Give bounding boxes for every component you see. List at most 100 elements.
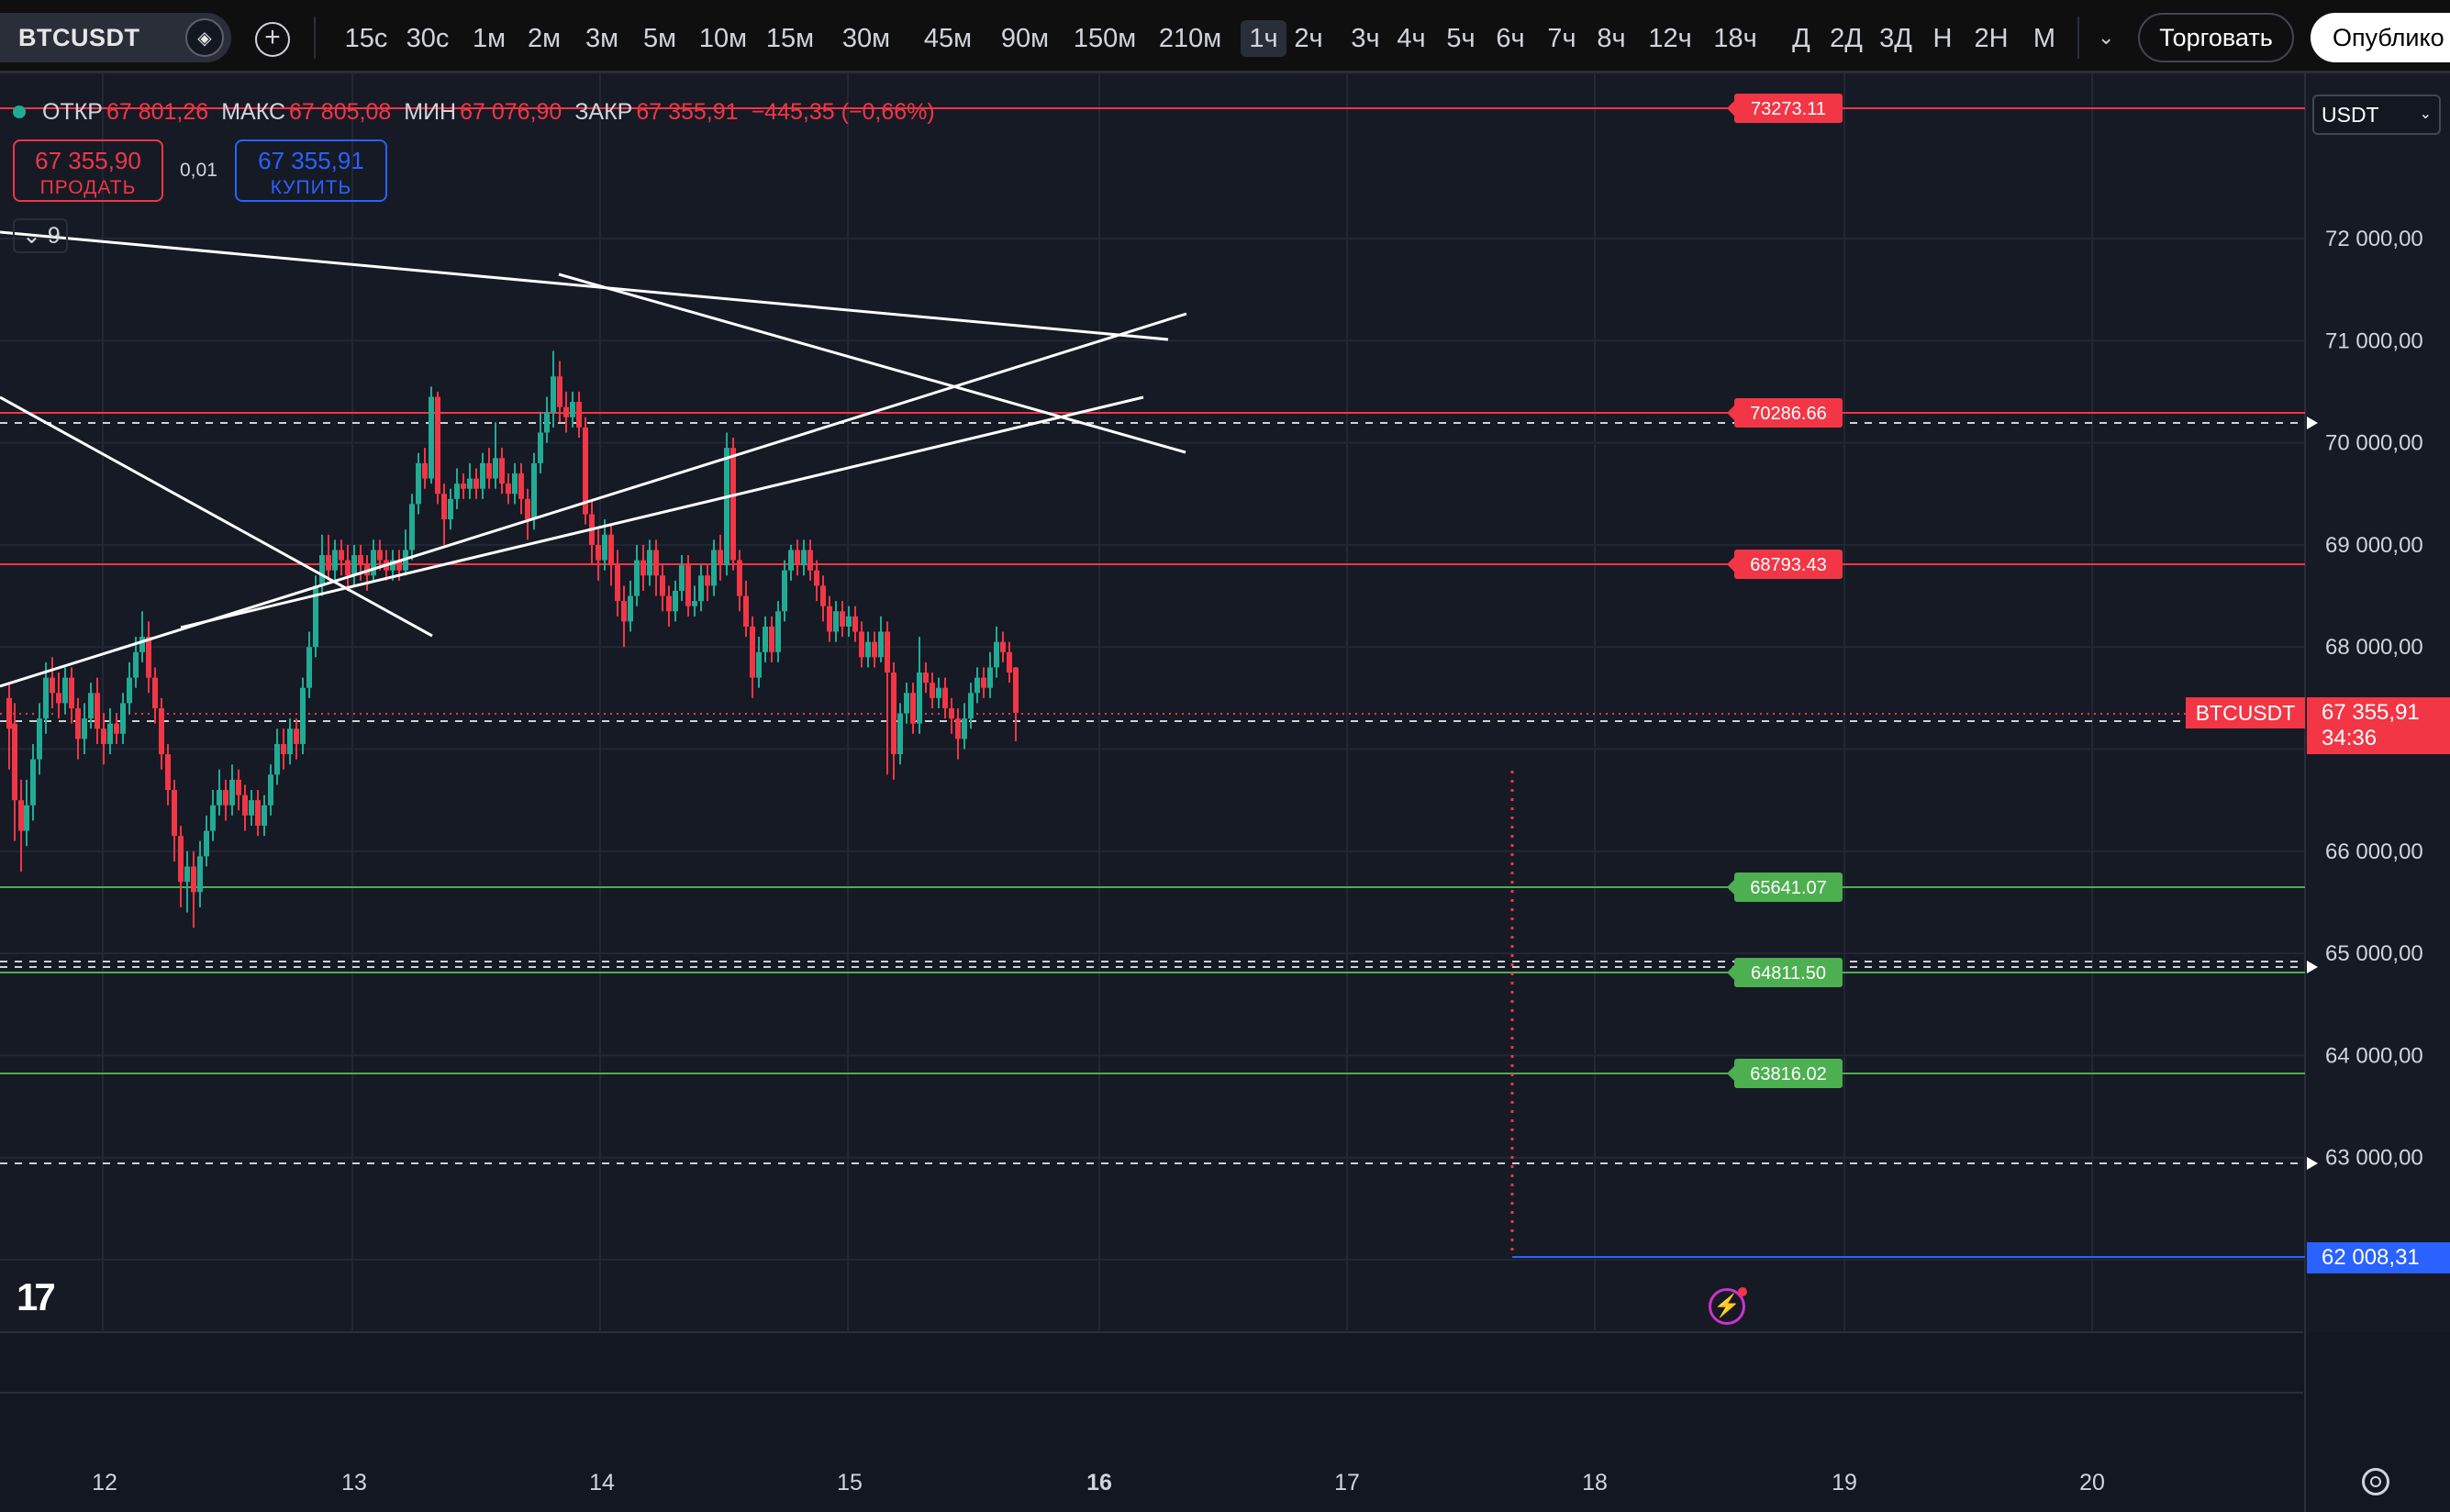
currency-select[interactable]: USDT ⌄ [2312,94,2441,135]
candle-body [82,718,87,739]
timeframe-5м[interactable]: 5м [642,24,677,53]
timeframe-8ч[interactable]: 8ч [1597,24,1626,53]
sell-button[interactable]: 67 355,90 ПРОДАТЬ [13,139,163,202]
timeframe-3м[interactable]: 3м [585,24,619,53]
candle-body [827,606,832,632]
gear-icon[interactable] [2362,1468,2389,1495]
price-level-value: 64811.50 [1751,963,1826,984]
timeframe-90м[interactable]: 90м [1000,24,1050,53]
candle-body [313,585,318,648]
candle-body [287,728,293,755]
timeframe-45м[interactable]: 45м [923,24,973,53]
candle-body [904,693,909,714]
timeframe-30с[interactable]: 30с [406,24,450,53]
indicators-count: 9 [47,223,61,249]
timeframe-6ч[interactable]: 6ч [1496,24,1525,53]
timeframe-210м[interactable]: 210м [1158,24,1222,53]
lightning-icon[interactable]: ⚡ [1709,1288,1745,1325]
candle-body [718,550,723,566]
candle-body [30,759,36,806]
timeframe-Д[interactable]: Д [1792,24,1810,53]
candle-body [429,396,434,479]
candle-body [242,795,248,816]
candle-body [724,448,729,566]
timeframe-10м[interactable]: 10м [698,24,748,53]
top-toolbar: BTCUSDT ◈ + 15с 30с 1м 2м 3м 5м 10м 15м 30м 45м 90… [0,0,2450,73]
trade-button[interactable]: Торговать [2138,13,2294,62]
candle-body [152,677,158,708]
candle-body [236,779,241,795]
indicators-toggle[interactable]: ⌄ 9 [13,218,68,253]
timeframe-12ч[interactable]: 12ч [1648,24,1692,53]
candle-body [223,790,228,806]
price-tick: 71 000,00 [2325,328,2423,353]
price-level-label [1734,873,1843,902]
timeframe-18ч[interactable]: 18ч [1713,24,1757,53]
price-level-pointer [1727,880,1734,895]
price-level-pointer [1727,1066,1734,1081]
timeframe-3Д[interactable]: 3Д [1879,24,1912,53]
price-tick: 64 000,00 [2325,1043,2423,1068]
candle-body [917,673,922,724]
candle-body [679,565,685,591]
trend-line [0,230,1169,341]
diamond-icon[interactable]: ◈ [185,18,224,57]
timeframe-4ч[interactable]: 4ч [1397,24,1426,53]
candle-body [75,707,81,739]
price-chart[interactable]: 72 000,00 71 000,00 70 000,00 69 000,00 68 0… [0,73,2450,1512]
add-symbol-button[interactable]: + [255,22,290,57]
timeframe-2м[interactable]: 2м [527,24,562,53]
tradingview-logo-icon[interactable]: 17 [17,1275,56,1318]
buy-button[interactable]: 67 355,91 КУПИТЬ [235,139,387,202]
price-tick: 63 000,00 [2325,1146,2423,1171]
trend-line [558,272,1186,454]
publish-button[interactable]: Опублико [2311,13,2450,62]
price-tick: 69 000,00 [2325,533,2423,558]
candle-body [544,412,550,433]
timeframe-5ч[interactable]: 5ч [1446,24,1476,53]
high-value: 67 805,08 [289,99,392,125]
timeframe-7ч[interactable]: 7ч [1547,24,1576,53]
candle-body [512,472,518,495]
candle-body [557,376,562,407]
candle-body [698,575,704,602]
timeframe-2Д[interactable]: 2Д [1830,24,1863,53]
candle-body [255,800,261,826]
timeframe-30м[interactable]: 30м [841,24,891,53]
timeframe-150м[interactable]: 150м [1073,24,1137,53]
candle-body [6,697,12,729]
candle-body [24,805,29,831]
timeframe-1ч[interactable]: 1ч [1241,20,1286,57]
candle-body [570,402,575,417]
timeframe-1м[interactable]: 1м [472,24,507,53]
candle-body [390,560,395,571]
chevron-down-icon[interactable]: ⌄ [2098,26,2115,49]
price-tick: 68 000,00 [2325,635,2423,660]
candle-body [891,673,896,755]
candle-body [146,637,151,678]
timeframe-15м[interactable]: 15м [765,24,815,53]
timeframe-2ч[interactable]: 2ч [1294,24,1323,53]
candle-body [1000,641,1006,652]
timeframe-3ч[interactable]: 3ч [1351,24,1380,53]
candle-body [705,575,710,586]
candle-body [172,790,177,837]
candle-body [923,673,929,684]
timeframe-2Н[interactable]: 2Н [1974,24,2009,53]
candle-body [756,651,762,678]
timeframe-М[interactable]: М [2032,24,2056,53]
ohlc-legend: ОТКР 67 801,26 МАКС 67 805,08 МИН 67 076… [13,95,948,128]
timeframe-Н[interactable]: Н [1932,24,1953,53]
candle-body [596,544,601,561]
timeframe-15с[interactable]: 15с [344,24,388,53]
candle-body [114,723,119,734]
bottom-pane [0,1332,2450,1512]
candle-body [955,718,961,739]
candle-body [274,743,280,775]
candle-body [750,626,755,678]
time-label: 20 [2079,1470,2105,1495]
candle-body [846,616,852,627]
candle-body [576,402,582,428]
symbol-search[interactable]: BTCUSDT ◈ [0,13,231,62]
candle-body [351,555,357,576]
